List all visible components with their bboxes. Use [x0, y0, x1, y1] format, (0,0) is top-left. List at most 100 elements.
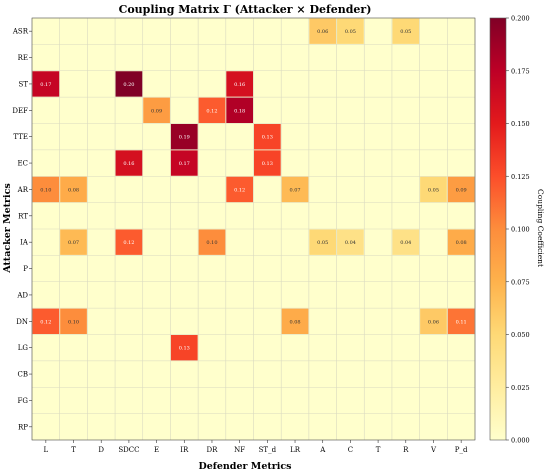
colorbar-tick-label: 0.200: [511, 15, 530, 23]
y-tick-label: LG: [18, 344, 29, 352]
y-tick-label: ASR: [12, 28, 29, 36]
heatmap-cell: [198, 97, 226, 123]
heatmap-cell: [143, 97, 170, 123]
x-tick-label: NF: [234, 446, 245, 454]
cell-value-label: 0.13: [179, 346, 190, 352]
y-tick-label: RP: [18, 423, 28, 431]
cell-value-label: 0.09: [151, 108, 162, 114]
x-tick-label: IR: [180, 446, 189, 454]
cell-value-label: 0.04: [345, 240, 356, 246]
colorbar: 0.000 0.025 0.050 0.075 0.100 0.125 0.150 0.175…: [489, 15, 530, 445]
colorbar-tick-label: 0.025: [511, 384, 530, 392]
heatmap-cell: [337, 229, 364, 255]
y-tick-label: AR: [17, 186, 29, 194]
cell-value-label: 0.12: [234, 187, 245, 193]
heatmap-cell: [447, 176, 475, 203]
heatmap-cell: [447, 308, 475, 334]
colorbar-tick-label: 0.150: [511, 120, 530, 128]
y-tick-label: TTE: [13, 133, 28, 141]
cell-value-label: 0.10: [206, 240, 217, 246]
heatmap-cell: [226, 97, 253, 123]
colorbar-tick-label: 0.050: [511, 331, 530, 339]
heatmap-cell: [309, 18, 337, 44]
cell-value-label: 0.13: [262, 135, 273, 141]
heatmap-cell: [254, 150, 281, 176]
y-tick-label: EC: [18, 160, 28, 168]
cell-value-label: 0.06: [317, 29, 328, 35]
x-axis-label: Defender Metrics: [198, 461, 291, 472]
y-tick-label: RT: [18, 212, 28, 220]
cell-value-label: 0.05: [400, 29, 411, 35]
cell-value-label: 0.05: [345, 29, 356, 35]
colorbar-tick-label: 0.000: [511, 437, 530, 445]
colorbar-tick-label: 0.125: [511, 173, 530, 181]
heatmap-cell: [281, 308, 309, 334]
x-tick-label: ST_d: [259, 446, 277, 454]
x-tick-label: E: [154, 446, 159, 454]
heatmap-cell: [115, 71, 143, 97]
heatmap-cell: [447, 229, 475, 255]
y-tick-label: DEF: [12, 107, 28, 115]
cell-value-label: 0.08: [289, 319, 300, 325]
heatmap-cell: [60, 229, 87, 255]
cell-value-label: 0.12: [206, 108, 217, 114]
y-tick-label: AD: [16, 291, 28, 299]
cell-value-label: 0.16: [123, 161, 134, 167]
colorbar-tick-label: 0.100: [511, 226, 530, 234]
x-tick-label: DR: [207, 446, 219, 454]
heatmap-cell: [115, 150, 143, 176]
heatmap-cell: [170, 335, 198, 361]
heatmap-cell: [281, 176, 309, 203]
heatmap-cell: [198, 229, 226, 255]
x-tick-label: V: [430, 446, 437, 454]
cell-value-label: 0.12: [123, 240, 134, 246]
cell-value-label: 0.16: [234, 82, 245, 88]
x-tick-label: D: [98, 446, 104, 454]
y-axis-label: Attacker Metrics: [2, 183, 13, 274]
x-tick-label: T: [71, 446, 76, 454]
heatmap-cell: [420, 308, 447, 334]
heatmap-cell: [226, 176, 253, 203]
cell-value-label: 0.13: [262, 161, 273, 167]
chart-title: Coupling Matrix Γ (Attacker × Defender): [119, 3, 372, 16]
x-tick-label: SDCC: [118, 446, 139, 454]
heatmap-cell: [392, 229, 420, 255]
cell-value-label: 0.17: [40, 82, 51, 88]
cell-value-label: 0.10: [40, 187, 51, 193]
cell-value-label: 0.10: [68, 319, 79, 325]
x-tick-label: L: [44, 446, 49, 454]
cell-value-label: 0.07: [289, 187, 300, 193]
heatmap-cell: [32, 71, 60, 97]
cell-value-label: 0.05: [317, 240, 328, 246]
heatmap-cell: [115, 229, 143, 255]
y-tick-label: ST: [19, 80, 29, 88]
colorbar-label: Coupling Coefficient: [536, 189, 545, 267]
plot-frame: [31, 17, 476, 441]
x-tick-label: T: [376, 446, 381, 454]
cell-value-label: 0.09: [456, 187, 467, 193]
heatmap-cell: [254, 124, 281, 150]
colorbar-gradient: [489, 17, 507, 441]
cell-value-label: 0.11: [456, 319, 467, 325]
cell-value-label: 0.20: [123, 82, 134, 88]
heatmap-cell: [60, 176, 87, 203]
heatmap-cell: [170, 124, 198, 150]
heatmap-cell: [32, 176, 60, 203]
cell-value-label: 0.08: [456, 240, 467, 246]
cell-value-label: 0.17: [179, 161, 190, 167]
colorbar-tick-label: 0.175: [511, 67, 530, 75]
y-tick-label: DN: [16, 318, 28, 326]
y-tick-label: IA: [20, 239, 29, 247]
x-tick-label: A: [319, 446, 326, 454]
plot-area: 0.06 0.05 0.05 0.17 0.20 0.16 0.09 0.12 0.18 0.19…: [12, 17, 476, 454]
cell-value-label: 0.05: [428, 187, 439, 193]
colorbar-tick-label: 0.075: [511, 278, 530, 286]
heatmap-cell: [60, 308, 87, 334]
x-tick-label: P_d: [455, 446, 468, 454]
heatmap-cell: [337, 18, 364, 44]
heatmap-cell: [226, 71, 253, 97]
cell-value-label: 0.07: [68, 240, 79, 246]
cell-value-label: 0.04: [400, 240, 411, 246]
y-tick-label: P: [23, 265, 28, 273]
x-tick-label: LR: [290, 446, 301, 454]
